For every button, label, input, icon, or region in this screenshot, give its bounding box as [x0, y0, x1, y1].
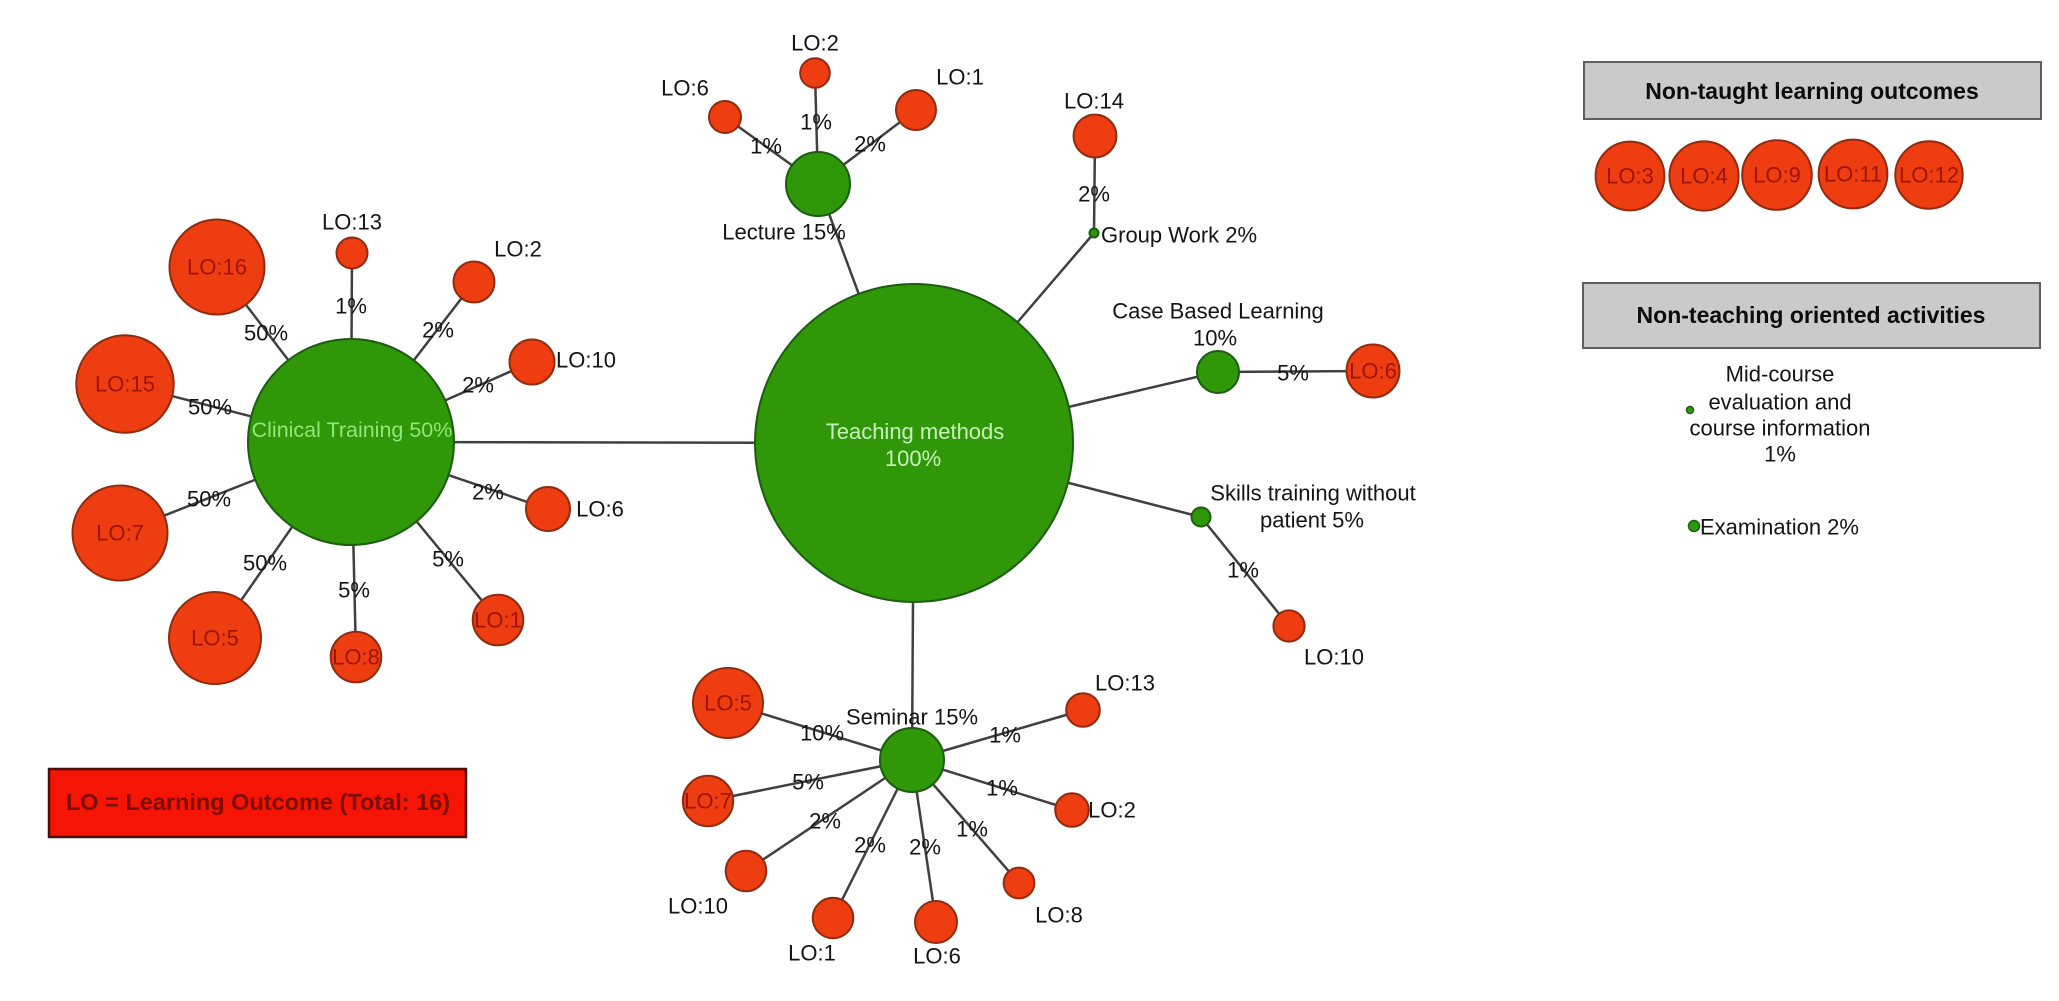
svg-text:5%: 5%	[792, 770, 824, 795]
svg-text:LO:6: LO:6	[661, 76, 709, 101]
svg-text:LO:8: LO:8	[1035, 903, 1083, 928]
svg-text:LO:1: LO:1	[936, 65, 984, 90]
svg-text:Teaching methods: Teaching methods	[826, 419, 1005, 444]
svg-text:5%: 5%	[1277, 361, 1309, 386]
svg-text:10%: 10%	[800, 721, 844, 746]
svg-text:1%: 1%	[1764, 442, 1796, 467]
svg-text:100%: 100%	[885, 446, 941, 471]
svg-text:LO:2: LO:2	[1088, 798, 1136, 823]
svg-text:Non-taught learning outcomes: Non-taught learning outcomes	[1645, 78, 1979, 104]
svg-text:10%: 10%	[1193, 326, 1237, 351]
svg-text:LO:6: LO:6	[913, 944, 961, 969]
svg-text:LO:13: LO:13	[322, 210, 382, 235]
svg-text:2%: 2%	[1078, 182, 1110, 207]
svg-text:LO:10: LO:10	[1304, 645, 1364, 670]
svg-text:LO:13: LO:13	[1095, 671, 1155, 696]
svg-text:Group Work 2%: Group Work 2%	[1101, 223, 1257, 248]
svg-text:LO:2: LO:2	[791, 31, 839, 56]
svg-text:2%: 2%	[462, 373, 494, 398]
svg-text:2%: 2%	[854, 132, 886, 157]
svg-text:LO:6: LO:6	[1349, 359, 1397, 384]
svg-text:LO:8: LO:8	[332, 645, 380, 670]
svg-text:Skills training without: Skills training without	[1210, 481, 1415, 506]
svg-text:LO:12: LO:12	[1899, 163, 1959, 188]
svg-text:50%: 50%	[187, 487, 231, 512]
svg-text:LO:1: LO:1	[474, 608, 522, 633]
svg-text:50%: 50%	[244, 321, 288, 346]
svg-text:LO:5: LO:5	[191, 626, 239, 651]
svg-text:1%: 1%	[956, 817, 988, 842]
svg-text:LO:4: LO:4	[1680, 164, 1728, 189]
svg-text:evaluation and: evaluation and	[1708, 390, 1851, 415]
svg-text:Case Based Learning: Case Based Learning	[1112, 299, 1324, 324]
svg-text:LO:3: LO:3	[1606, 164, 1654, 189]
svg-text:LO:2: LO:2	[494, 237, 542, 262]
svg-text:course information: course information	[1690, 416, 1871, 441]
svg-text:Lecture 15%: Lecture 15%	[722, 220, 846, 245]
svg-text:1%: 1%	[986, 776, 1018, 801]
svg-text:5%: 5%	[432, 547, 464, 572]
svg-text:Non-teaching oriented activiti: Non-teaching oriented activities	[1637, 302, 1986, 328]
svg-text:Examination 2%: Examination 2%	[1700, 515, 1859, 540]
svg-text:LO:10: LO:10	[556, 348, 616, 373]
svg-text:2%: 2%	[809, 809, 841, 834]
svg-text:LO:7: LO:7	[684, 789, 732, 814]
svg-text:1%: 1%	[335, 294, 367, 319]
svg-text:1%: 1%	[750, 134, 782, 159]
svg-text:2%: 2%	[854, 833, 886, 858]
svg-text:LO:14: LO:14	[1064, 89, 1124, 114]
svg-text:2%: 2%	[909, 835, 941, 860]
svg-text:LO:15: LO:15	[95, 372, 155, 397]
svg-text:LO:5: LO:5	[704, 691, 752, 716]
svg-text:LO = Learning Outcome (Total:: LO = Learning Outcome (Total: 16)	[66, 789, 450, 815]
svg-text:1%: 1%	[989, 723, 1021, 748]
svg-text:2%: 2%	[472, 480, 504, 505]
svg-text:Seminar 15%: Seminar 15%	[846, 705, 978, 730]
svg-text:50%: 50%	[188, 395, 232, 420]
svg-text:1%: 1%	[800, 110, 832, 135]
svg-text:LO:16: LO:16	[187, 255, 247, 280]
svg-text:1%: 1%	[1227, 558, 1259, 583]
svg-text:Mid-course: Mid-course	[1726, 362, 1835, 387]
svg-text:5%: 5%	[338, 578, 370, 603]
svg-text:LO:1: LO:1	[788, 941, 836, 966]
svg-text:50%: 50%	[243, 551, 287, 576]
svg-text:2%: 2%	[422, 318, 454, 343]
svg-text:LO:7: LO:7	[96, 521, 144, 546]
svg-text:LO:11: LO:11	[1824, 162, 1882, 187]
svg-text:LO:9: LO:9	[1753, 163, 1801, 188]
svg-text:Clinical Training 50%: Clinical Training 50%	[252, 418, 453, 442]
svg-text:patient 5%: patient 5%	[1260, 508, 1364, 533]
svg-text:LO:10: LO:10	[668, 894, 728, 919]
svg-text:LO:6: LO:6	[576, 497, 624, 522]
